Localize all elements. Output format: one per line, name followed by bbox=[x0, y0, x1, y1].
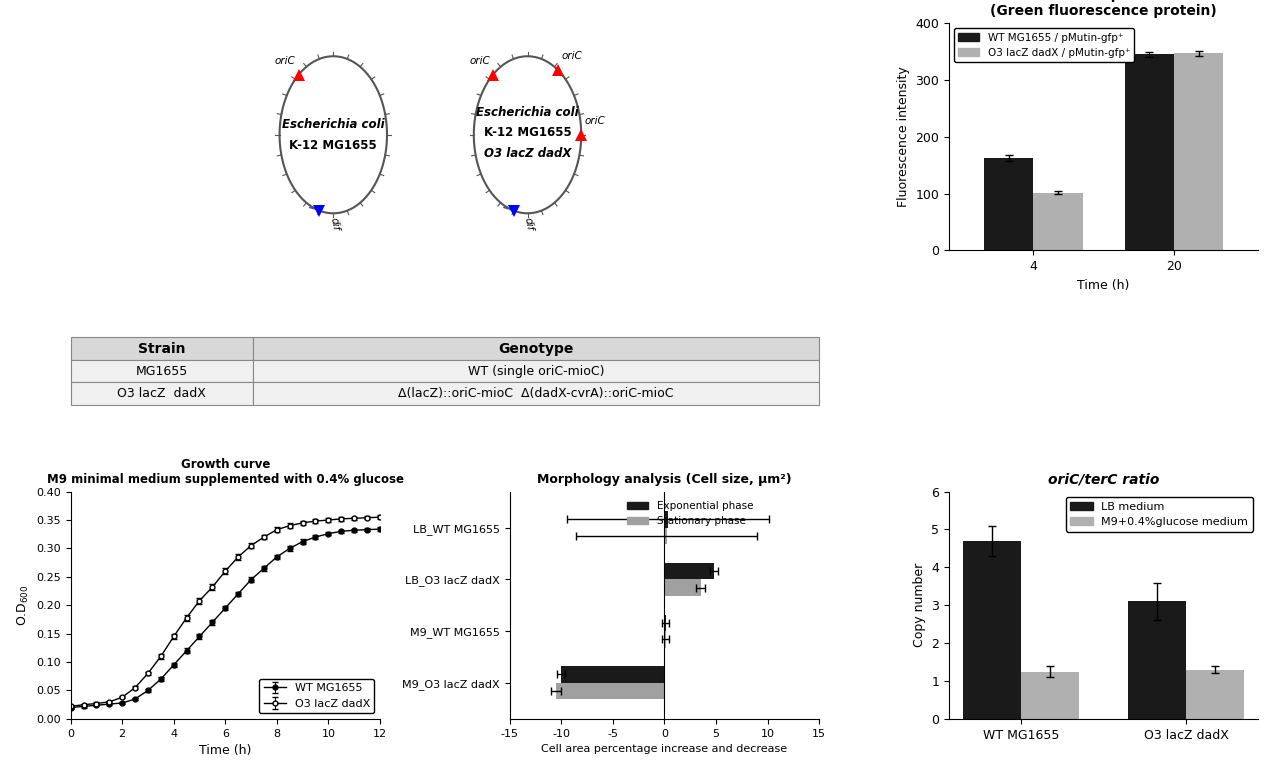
Y-axis label: O.D$_{600}$: O.D$_{600}$ bbox=[15, 584, 31, 626]
Bar bbox=[1186, 669, 1244, 719]
Y-axis label: Fluorescence intensity: Fluorescence intensity bbox=[896, 66, 910, 207]
Text: dif: dif bbox=[329, 216, 340, 231]
Text: dif: dif bbox=[523, 216, 535, 231]
Text: Escherichia coli: Escherichia coli bbox=[282, 118, 385, 131]
Text: K-12 MG1655: K-12 MG1655 bbox=[484, 126, 571, 139]
Bar bbox=[1034, 192, 1082, 250]
Text: K-12 MG1655: K-12 MG1655 bbox=[289, 138, 377, 152]
X-axis label: Time (h): Time (h) bbox=[199, 744, 252, 758]
Title: Morphology analysis (Cell size, μm²): Morphology analysis (Cell size, μm²) bbox=[537, 473, 792, 486]
Bar bbox=[1129, 601, 1186, 719]
Title: Protein expression
(Green fluorescence protein): Protein expression (Green fluorescence p… bbox=[990, 0, 1217, 18]
Bar bbox=[1021, 672, 1079, 719]
Bar bbox=[1125, 54, 1174, 250]
Text: oriC: oriC bbox=[561, 51, 582, 61]
X-axis label: Time (h): Time (h) bbox=[1077, 279, 1130, 291]
Title: oriC/terC ratio: oriC/terC ratio bbox=[1048, 472, 1159, 486]
Bar bbox=[665, 580, 701, 596]
Text: O3 lacZ dadX: O3 lacZ dadX bbox=[484, 147, 571, 160]
Bar bbox=[561, 666, 665, 683]
Title: Growth curve
M9 minimal medium supplemented with 0.4% glucose: Growth curve M9 minimal medium supplemen… bbox=[46, 458, 403, 486]
Text: oriC: oriC bbox=[275, 56, 295, 66]
Legend: LB medium, M9+0.4%glucose medium: LB medium, M9+0.4%glucose medium bbox=[1066, 497, 1253, 532]
Bar bbox=[984, 158, 1034, 250]
Legend: Exponential phase, Stationary phase: Exponential phase, Stationary phase bbox=[623, 497, 758, 530]
Bar bbox=[665, 528, 666, 544]
Bar bbox=[665, 563, 714, 580]
Bar bbox=[556, 683, 665, 700]
Bar bbox=[963, 541, 1021, 719]
Bar bbox=[1174, 53, 1224, 250]
Legend: WT MG1655, O3 lacZ dadX: WT MG1655, O3 lacZ dadX bbox=[259, 679, 375, 713]
Text: oriC: oriC bbox=[584, 116, 605, 126]
Text: oriC: oriC bbox=[469, 56, 490, 66]
Y-axis label: Copy number: Copy number bbox=[913, 563, 926, 647]
Text: Escherichia coli: Escherichia coli bbox=[476, 106, 579, 118]
Legend: WT MG1655 / pMutin-gfp⁺, O3 lacZ dadX / pMutin-gfp⁺: WT MG1655 / pMutin-gfp⁺, O3 lacZ dadX / … bbox=[954, 29, 1134, 62]
X-axis label: Cell area percentage increase and decrease: Cell area percentage increase and decrea… bbox=[542, 744, 787, 754]
Bar bbox=[665, 511, 668, 528]
